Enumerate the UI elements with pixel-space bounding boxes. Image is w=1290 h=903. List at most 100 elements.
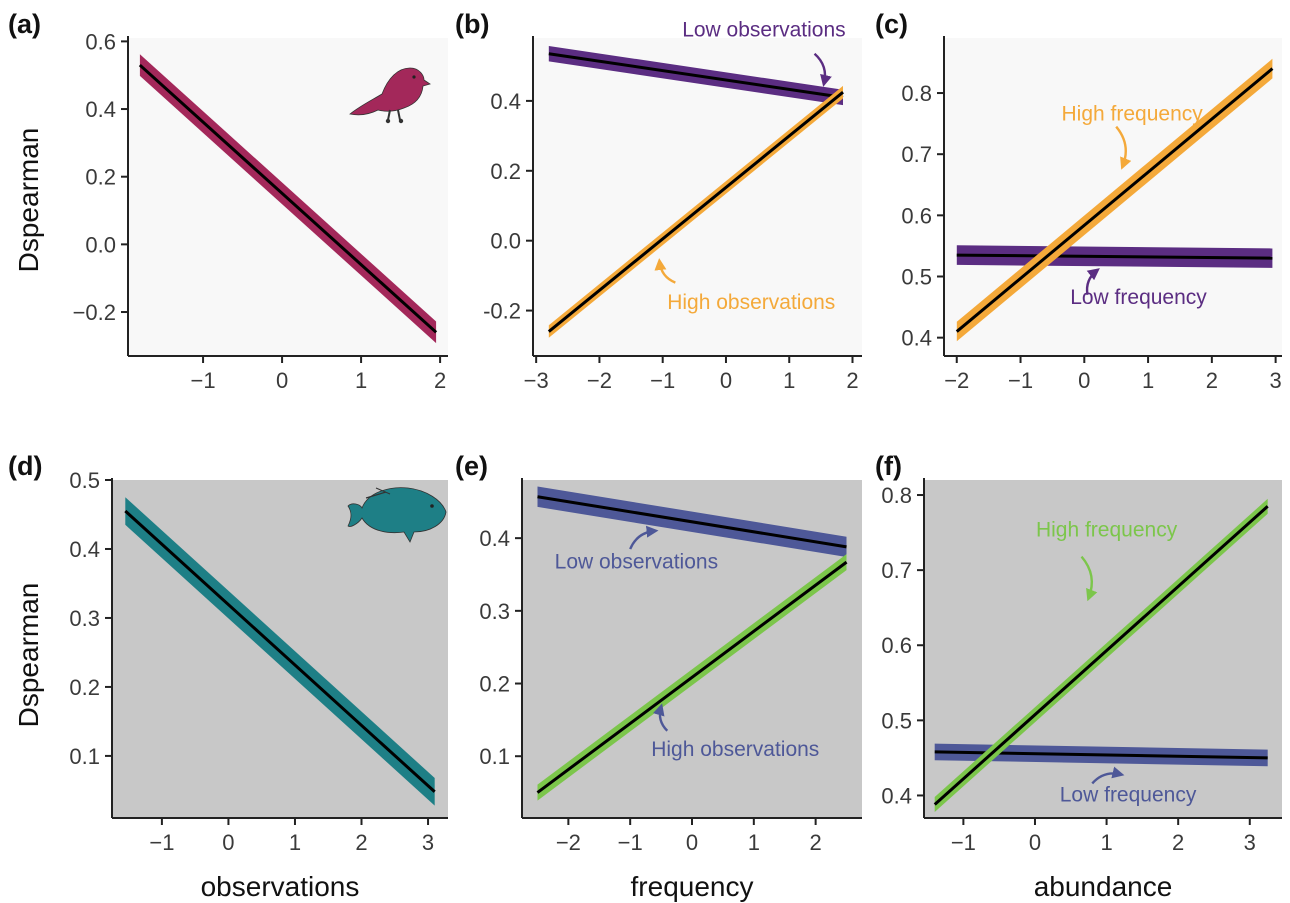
x-tick-label: 0 [1078, 368, 1090, 393]
x-axis-title: abundance [1034, 871, 1173, 902]
panel-label: (d) [8, 451, 42, 481]
annotation-label: High frequency [1036, 518, 1178, 541]
y-tick-label: 0.2 [69, 675, 100, 700]
panel-f: (f) High frequency Low frequency −1 0 1 2 3 0.4 0… [875, 451, 1282, 902]
x-tick-label: 0 [276, 368, 288, 393]
y-tick-label: 0.5 [881, 708, 912, 733]
x-tick-label: 2 [1172, 830, 1184, 855]
fit-line [547, 91, 844, 333]
panel-c: (c) High frequency Low frequency −2 −1 0 1 2 3 0.… [875, 9, 1282, 393]
x-tick-label: −2 [556, 830, 581, 855]
y-tick-label: 0.6 [85, 29, 116, 54]
fit-line [955, 67, 1274, 333]
x-tick-label: 0 [222, 830, 234, 855]
annotation-label: Low frequency [1070, 286, 1207, 309]
annotation-label: High observations [667, 291, 835, 314]
annotation-arrow [1115, 125, 1132, 170]
y-tick-label: 0.6 [901, 203, 932, 228]
x-tick-label: 1 [355, 368, 367, 393]
y-tick-label: 0.4 [881, 783, 912, 808]
x-tick-label: 3 [422, 830, 434, 855]
y-tick-label: 0.1 [69, 744, 100, 769]
y-tick-label: 0.8 [901, 81, 932, 106]
y-tick-label: 0.1 [479, 744, 510, 769]
panel-label: (c) [875, 9, 908, 39]
annotation-label: High frequency [1062, 103, 1204, 126]
y-tick-label: 0.3 [479, 599, 510, 624]
x-tick-label: −2 [587, 368, 612, 393]
x-tick-label: 1 [1100, 830, 1112, 855]
y-axis-title-bottom: Dspearman [13, 583, 44, 728]
y-tick-label: 0.5 [69, 468, 100, 493]
y-tick-label: 0.5 [901, 265, 932, 290]
y-tick-label: 0.2 [479, 672, 510, 697]
x-tick-label: 3 [1244, 830, 1256, 855]
bird-icon [349, 67, 431, 124]
x-tick-label: 0 [686, 830, 698, 855]
y-tick-label: 0.4 [490, 89, 521, 114]
fit-line [124, 509, 436, 793]
panel-a: (a) −1 0 1 2 −0.2 0.0 0.2 0.4 0.6 [8, 9, 448, 393]
fit-line [138, 63, 438, 334]
annotation-label: Low frequency [1060, 783, 1197, 806]
chart-root: (a) −1 0 1 2 −0.2 0.0 0.2 0.4 0.6 (b) Low observati… [8, 9, 1282, 902]
y-tick-label: 0.2 [490, 159, 521, 184]
y-axis-title-top: Dspearman [13, 128, 44, 273]
x-tick-label: −3 [524, 368, 549, 393]
y-tick-label: −0.2 [73, 300, 116, 325]
x-tick-label: 0 [720, 368, 732, 393]
y-tick-label: 0.2 [85, 165, 116, 190]
y-tick-label: 0.7 [901, 142, 932, 167]
annotation-arrow [1091, 766, 1125, 785]
x-tick-label: 2 [846, 368, 858, 393]
y-tick-label: 0.4 [69, 537, 100, 562]
x-tick-label: 3 [1269, 368, 1281, 393]
y-tick-label: 0.4 [901, 326, 932, 351]
x-tick-label: −1 [650, 368, 675, 393]
x-tick-label: 1 [1142, 368, 1154, 393]
x-axis-title: frequency [631, 871, 754, 902]
x-tick-label: 1 [289, 830, 301, 855]
annotation-arrow [1080, 555, 1098, 602]
panel-label: (e) [455, 451, 488, 481]
annotation-arrow [654, 258, 676, 284]
fit-line [933, 505, 1269, 806]
y-tick-label: 0.7 [881, 558, 912, 583]
y-tick-label: 0.0 [85, 232, 116, 257]
fish-icon [347, 487, 447, 543]
y-tick-label: -0.2 [483, 299, 521, 324]
x-tick-label: 1 [783, 368, 795, 393]
x-tick-label: −1 [1008, 368, 1033, 393]
x-tick-label: 2 [1206, 368, 1218, 393]
panel-b: (b) Low observations High observations −3 −2… [455, 9, 862, 393]
panel-e: (e) Low observations High observations −2 −1… [455, 451, 862, 902]
panel-d: (d) −1 0 1 2 3 0.1 0.2 0.3 0.4 0.5 observations [8, 451, 448, 902]
y-tick-label: 0.4 [85, 97, 116, 122]
panel-label: (b) [455, 9, 489, 39]
annotation-arrow [652, 703, 669, 732]
x-tick-label: 2 [434, 368, 446, 393]
y-tick-label: 0.0 [490, 229, 521, 254]
annotation-label: Low observations [555, 551, 718, 574]
panel-label: (a) [8, 9, 41, 39]
x-tick-label: −1 [191, 368, 216, 393]
x-axis-title: observations [201, 871, 360, 902]
fit-line [956, 253, 1273, 260]
x-tick-label: −1 [951, 830, 976, 855]
y-tick-label: 0.6 [881, 633, 912, 658]
annotation-label: Low observations [682, 18, 845, 41]
x-tick-label: −1 [149, 830, 174, 855]
y-tick-label: 0.3 [69, 606, 100, 631]
annotation-arrow [1085, 268, 1100, 296]
annotation-label: High observations [651, 738, 819, 761]
y-tick-label: 0.4 [479, 526, 510, 551]
x-tick-label: 2 [810, 830, 822, 855]
x-tick-label: 1 [748, 830, 760, 855]
y-tick-label: 0.8 [881, 483, 912, 508]
x-tick-label: −1 [618, 830, 643, 855]
x-tick-label: 2 [355, 830, 367, 855]
panel-label: (f) [875, 451, 902, 481]
fit-line [537, 495, 847, 549]
annotation-arrow [813, 52, 832, 87]
